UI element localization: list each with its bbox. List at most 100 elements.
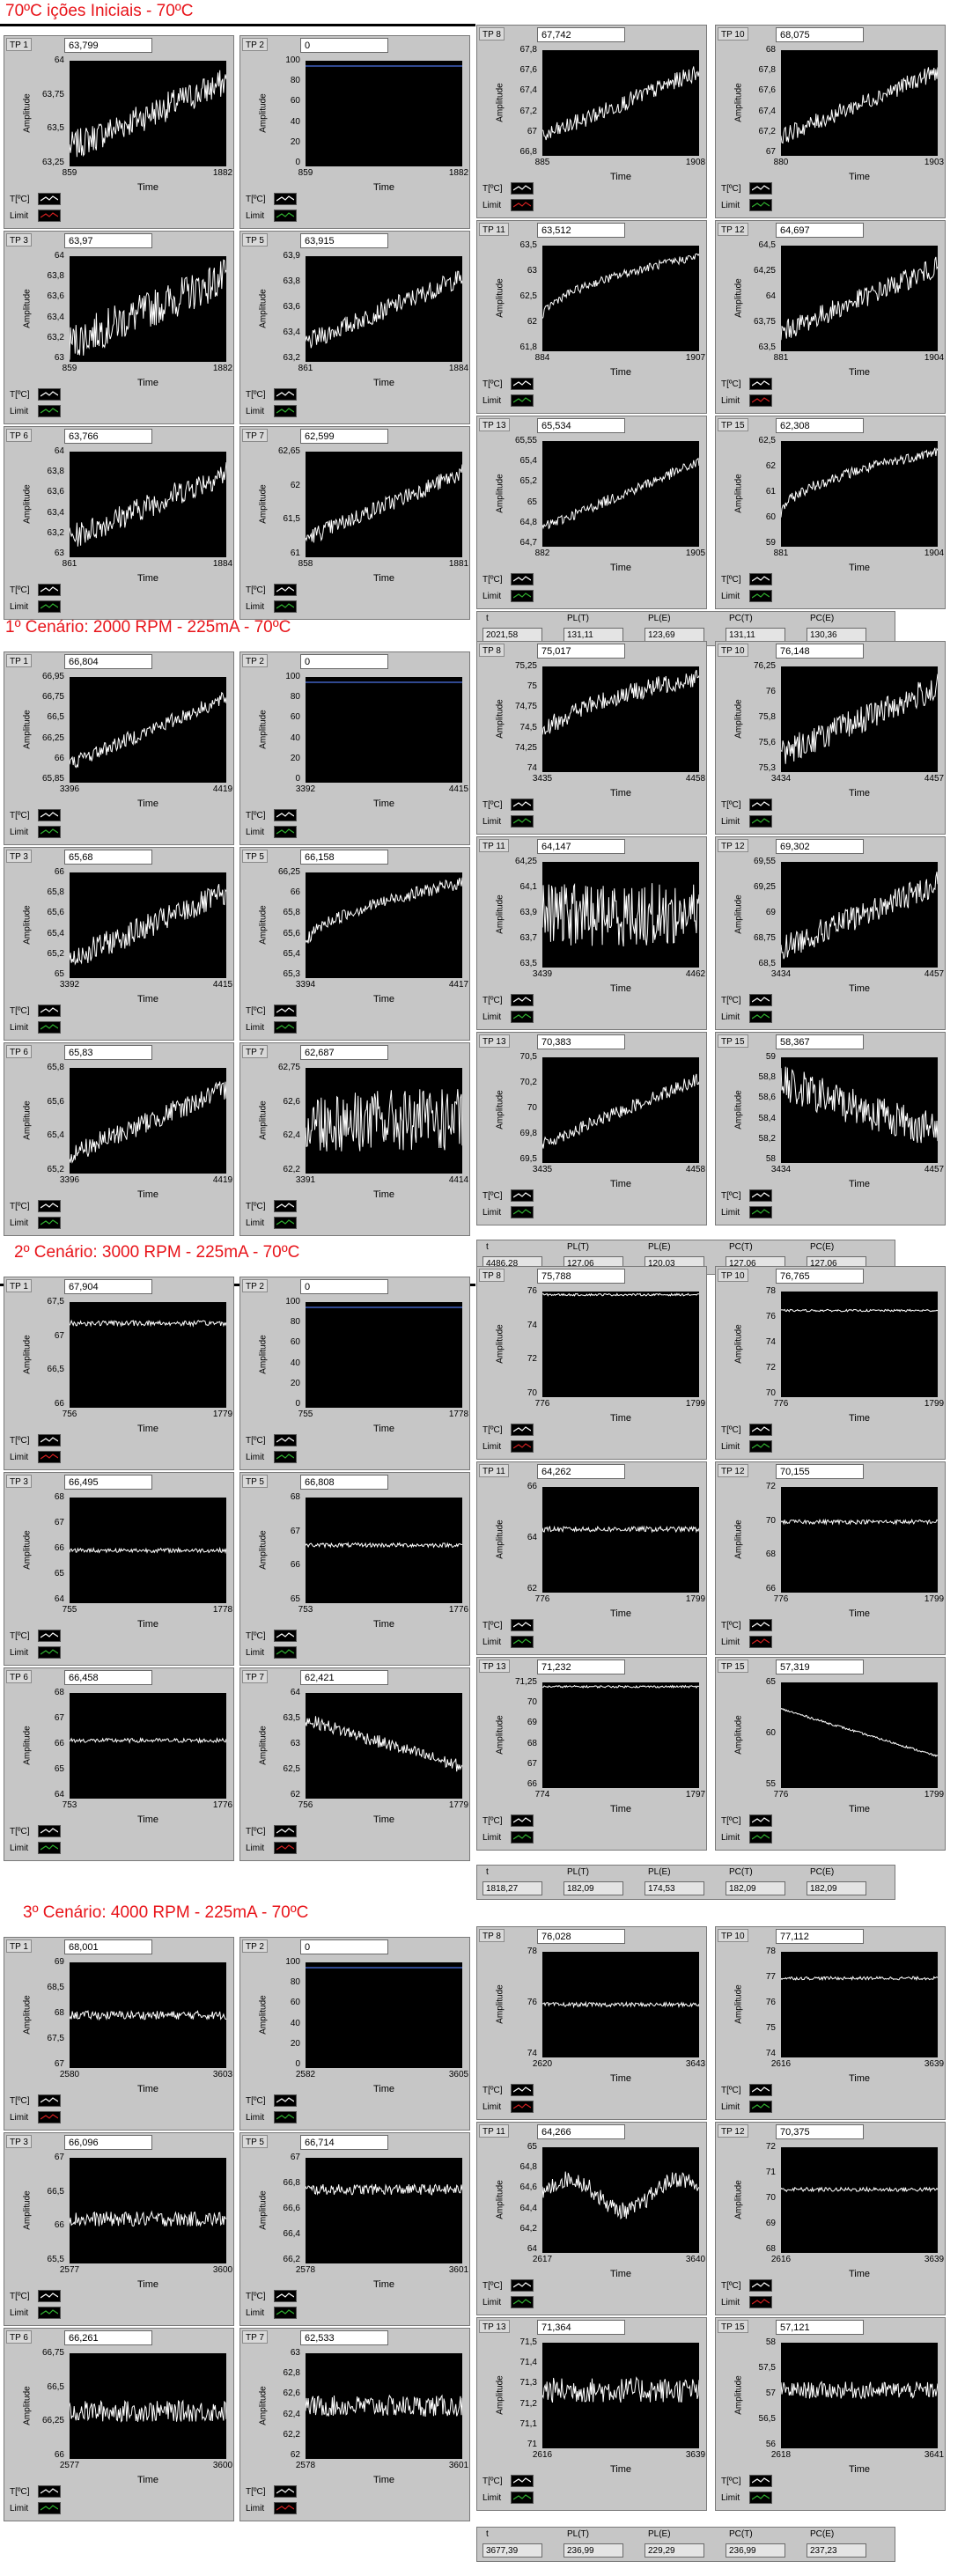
legend-limit-swatch [749,590,772,602]
plot-area[interactable] [541,666,700,772]
y-axis-label: Amplitude [495,83,505,122]
readout-value: 1818,27 [482,1881,542,1895]
plot-area[interactable] [780,50,939,156]
plot-area[interactable] [69,1302,227,1408]
plot-area[interactable] [305,452,463,557]
y-tick-label: 65,85 [41,774,64,784]
plot-area[interactable] [541,441,700,547]
readout-label: PL(T) [567,1867,589,1877]
legend-temp-swatch [749,378,772,390]
plot-area[interactable] [541,2147,700,2253]
x-axis-label: Time [137,994,159,1005]
x-tick-end: 4462 [685,969,706,979]
legend-limit-swatch [511,590,534,602]
y-tick-label: 67,6 [758,85,776,96]
y-tick-label: 60 [290,712,300,723]
legend-temp-label: T[ºC] [246,2096,266,2106]
legend-limit-label: Limit [721,2298,740,2307]
probe-value: 65,68 [64,850,152,865]
y-tick-label: 80 [290,1977,300,1988]
x-tick-start: 776 [773,1594,789,1604]
y-tick-label: 64,5 [758,240,776,250]
y-tick-label: 65 [54,969,64,979]
plot-area[interactable] [780,666,939,772]
legend-temp-swatch [749,1424,772,1436]
x-tick-end: 4457 [924,1165,945,1174]
plot-area[interactable] [541,1952,700,2057]
y-tick-label: 63,25 [41,158,64,167]
plot-area[interactable] [780,1292,939,1397]
plot-area[interactable] [69,677,227,783]
plot-area[interactable] [305,256,463,362]
legend-limit-swatch [511,1440,534,1453]
plot-area[interactable] [780,1952,939,2057]
y-tick-label: 60 [765,1728,776,1738]
plot-area[interactable] [69,1068,227,1174]
legend-limit-swatch [274,405,297,417]
probe-value: 62,308 [776,418,864,433]
x-tick-end: 1882 [448,168,469,178]
plot-area[interactable] [69,61,227,166]
legend-limit-label: Limit [721,2493,740,2503]
legend-temp-swatch [38,193,61,205]
plot-area[interactable] [306,61,462,166]
plot-area[interactable] [541,50,700,156]
trace-svg [305,2394,463,2418]
plot-area[interactable] [541,2343,700,2448]
plot-area[interactable] [306,677,462,783]
plot-area[interactable] [305,2353,463,2459]
plot-area[interactable] [541,1057,700,1163]
probe-label: TP 12 [718,1464,748,1477]
plot-area[interactable] [780,862,939,968]
x-tick-end: 1882 [212,168,233,178]
plot-area[interactable] [69,2158,227,2263]
plot-area[interactable] [541,246,700,351]
probe-value: 66,714 [300,2135,388,2150]
plot-area[interactable] [305,1498,463,1603]
plot-area[interactable] [780,441,939,547]
y-tick-label: 63,6 [283,302,300,312]
y-tick-label: 75,6 [758,738,776,747]
plot-area[interactable] [780,2343,939,2448]
plot-area[interactable] [306,1962,462,2068]
plot-area[interactable] [69,872,227,978]
section-title: 1º Cenário: 2000 RPM - 225mA - 70ºC [5,618,291,637]
y-tick-label: 65,5 [47,2255,64,2264]
plot-area[interactable] [305,2158,463,2263]
probe-label: TP 3 [6,2135,32,2148]
plot-area[interactable] [541,1292,700,1397]
plot-area[interactable] [780,1057,939,1163]
plot-area[interactable] [305,1068,463,1174]
plot-area[interactable] [541,1682,700,1788]
plot-area[interactable] [780,1682,939,1788]
probe-value: 70,375 [776,2124,864,2139]
plot-area[interactable] [69,1498,227,1603]
y-tick-label: 62,8 [283,2368,300,2379]
x-axis-label: Time [849,1608,871,1619]
plot-area[interactable] [306,1302,462,1408]
x-axis-label: Time [610,983,632,994]
plot-area[interactable] [780,1487,939,1593]
legend-temp-swatch [749,799,772,811]
plot-area[interactable] [541,1487,700,1593]
plot-area[interactable] [541,862,700,968]
y-tick-label: 63,4 [47,507,64,518]
probe-value: 64,147 [537,839,625,854]
y-tick-label: 67,5 [47,1297,64,1306]
plot-area[interactable] [69,1693,227,1799]
plot-area[interactable] [780,2147,939,2253]
temperature-trace [541,1525,700,1534]
legend-limit-label: Limit [246,1218,265,1228]
plot-area[interactable] [69,2353,227,2459]
plot-area[interactable] [780,246,939,351]
plot-area[interactable] [69,452,227,557]
legend-temp-label: T[ºC] [721,2281,741,2291]
y-tick-label: 76 [765,1312,776,1321]
plot-area[interactable] [69,256,227,362]
plot-area[interactable] [69,1962,227,2068]
y-tick-label: 65 [527,2142,537,2152]
plot-area[interactable] [305,1693,463,1799]
y-tick-label: 63,5 [283,1713,300,1723]
plot-area[interactable] [305,872,463,978]
legend-temp-label: T[ºC] [10,195,30,204]
